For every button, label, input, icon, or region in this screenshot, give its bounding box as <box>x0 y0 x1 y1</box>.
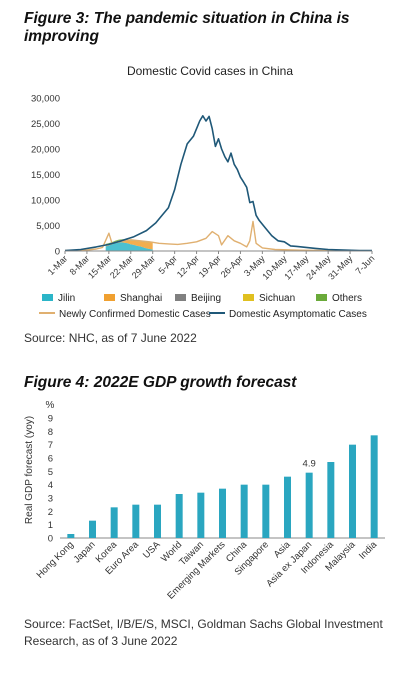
bar-japan <box>89 520 96 538</box>
bars: 4.9 <box>67 435 378 538</box>
asymptomatic-line <box>64 115 373 252</box>
y-tick-label: 1 <box>48 520 53 531</box>
bar-indonesia <box>327 462 335 538</box>
legend-swatch <box>316 294 327 301</box>
line-series <box>64 115 373 252</box>
legend-label: Beijing <box>191 293 221 304</box>
legend-swatch <box>104 294 115 301</box>
y-axis: 0 5,000 10,000 15,000 20,000 25,000 30,000 <box>31 94 60 258</box>
legend-swatch <box>42 294 53 301</box>
y-tick-label: 15,000 <box>31 170 60 181</box>
bar-singapore <box>262 484 270 538</box>
y-tick-label: 2 <box>48 507 53 518</box>
figure4-heading: Figure 4: 2022E GDP growth forecast <box>24 374 297 391</box>
legend-item-shanghai: Shanghai <box>104 293 162 304</box>
y-unit-label: % <box>46 400 55 411</box>
y-tick-label: 3 <box>48 494 53 505</box>
y-tick-label: 20,000 <box>31 145 60 156</box>
y-tick-label: 0 <box>48 534 53 545</box>
legend-item-sichuan: Sichuan <box>243 293 295 304</box>
bar-asia-ex-japan <box>305 472 313 538</box>
legend-swatch <box>175 294 186 301</box>
data-label: 4.9 <box>303 459 316 470</box>
legend-item-asymptomatic: Domestic Asymptomatic Cases <box>209 309 367 320</box>
bar-china <box>240 484 248 538</box>
bar-korea <box>110 507 118 538</box>
bar-india <box>370 435 378 538</box>
legend-label: Others <box>332 293 362 304</box>
bar-world <box>175 494 183 538</box>
bar-hong-kong <box>67 534 75 538</box>
legend-item-jilin: Jilin <box>42 293 75 304</box>
bar-usa <box>154 504 161 538</box>
y-tick-label: 4 <box>48 480 53 491</box>
y-axis-title: Real GDP forecast (yoy) <box>24 416 35 524</box>
y-tick-label: 0 <box>55 247 60 258</box>
y-tick-label: 8 <box>48 427 53 438</box>
y-tick-label: 30,000 <box>31 94 60 105</box>
area-jilin <box>105 242 153 251</box>
legend-item-beijing: Beijing <box>175 293 221 304</box>
y-tick-label: 9 <box>48 414 53 425</box>
legend-label: Shanghai <box>120 293 162 304</box>
chart-title: Domestic Covid cases in China <box>127 64 293 78</box>
bar-euro-area <box>132 504 140 538</box>
y-tick-label: 6 <box>48 454 53 465</box>
x-category-label: Japan <box>72 539 98 565</box>
legend-label: Sichuan <box>259 293 295 304</box>
bar-taiwan <box>197 492 205 538</box>
figure3-source: Source: NHC, as of 7 June 2022 <box>24 331 197 345</box>
legend-label: Newly Confirmed Domestic Cases <box>59 309 211 320</box>
y-tick-label: 7 <box>48 440 53 451</box>
y-tick-label: 5,000 <box>36 221 60 232</box>
covid-cases-chart: Domestic Covid cases in China 0 5,000 10,0… <box>31 64 376 320</box>
y-tick-label: 5 <box>48 467 53 478</box>
legend-label: Domestic Asymptomatic Cases <box>229 309 367 320</box>
figure3-heading: Figure 3: The pandemic situation in Chin… <box>24 10 350 45</box>
legend: Jilin Shanghai Beijing Sichuan Others Newly C… <box>39 293 367 320</box>
gdp-growth-chart: % Real GDP forecast (yoy) 0 1 2 3 4 5 6 7 8 9 4.9… <box>24 400 385 602</box>
bar-emerging-markets <box>219 488 226 538</box>
y-axis: 0 1 2 3 4 5 6 7 8 9 <box>48 414 385 545</box>
legend-item-newly-confirmed: Newly Confirmed Domestic Cases <box>39 309 211 320</box>
y-tick-label: 10,000 <box>31 196 60 207</box>
y-tick-label: 25,000 <box>31 119 60 130</box>
legend-item-others: Others <box>316 293 362 304</box>
x-category-label: India <box>357 539 380 562</box>
bar-asia <box>284 476 291 538</box>
legend-swatch <box>243 294 254 301</box>
bar-malaysia <box>349 444 356 538</box>
legend-label: Jilin <box>58 293 75 304</box>
x-category-label: Hong Kong <box>35 539 76 580</box>
figure4-source: Source: FactSet, I/B/E/S, MSCI, Goldman … <box>24 617 383 648</box>
